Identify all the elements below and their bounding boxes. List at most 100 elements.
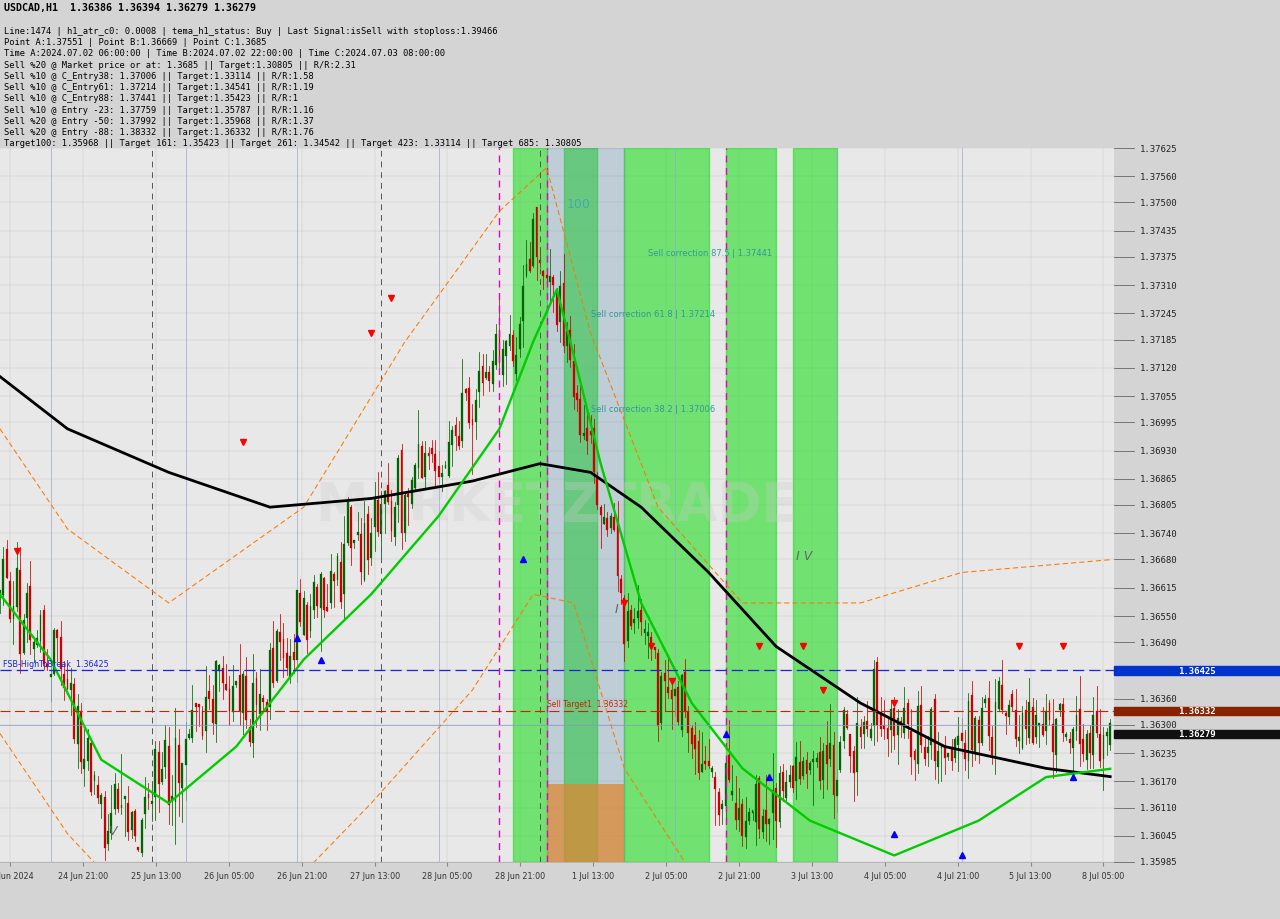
Bar bbox=[1038, 723, 1041, 727]
Bar bbox=[947, 754, 950, 756]
Bar bbox=[380, 505, 383, 535]
Text: 1.36740: 1.36740 bbox=[1140, 529, 1178, 539]
Bar bbox=[256, 678, 257, 706]
Text: 1.36235: 1.36235 bbox=[1140, 749, 1178, 758]
Bar bbox=[513, 149, 547, 862]
Bar bbox=[559, 287, 561, 323]
Bar bbox=[44, 610, 45, 664]
Bar bbox=[349, 507, 352, 548]
Bar bbox=[731, 791, 733, 795]
Bar bbox=[721, 804, 723, 809]
Bar bbox=[644, 630, 645, 633]
Bar bbox=[916, 706, 919, 764]
Text: 1.37120: 1.37120 bbox=[1140, 364, 1178, 373]
Bar bbox=[56, 630, 59, 639]
Bar bbox=[518, 324, 521, 349]
Bar bbox=[701, 765, 703, 772]
Bar bbox=[300, 593, 301, 623]
Bar bbox=[458, 437, 460, 447]
Bar bbox=[867, 721, 868, 730]
Bar bbox=[809, 763, 810, 770]
Text: 1.36930: 1.36930 bbox=[1140, 447, 1178, 456]
Text: 1.37375: 1.37375 bbox=[1140, 253, 1178, 262]
Bar bbox=[906, 703, 909, 725]
Bar bbox=[684, 673, 686, 712]
Bar bbox=[1102, 735, 1105, 759]
Bar bbox=[198, 704, 200, 708]
Bar bbox=[502, 349, 504, 376]
Bar bbox=[627, 611, 628, 641]
Bar bbox=[1001, 685, 1004, 710]
Bar bbox=[182, 764, 183, 789]
Bar bbox=[236, 682, 237, 685]
Bar bbox=[378, 500, 379, 532]
Bar bbox=[634, 619, 635, 623]
Bar bbox=[97, 786, 99, 799]
Bar bbox=[384, 492, 385, 505]
Bar bbox=[553, 278, 554, 286]
Text: 1.37500: 1.37500 bbox=[1140, 199, 1178, 208]
Bar bbox=[46, 664, 49, 667]
Bar bbox=[637, 612, 639, 618]
Bar bbox=[846, 714, 847, 728]
Bar bbox=[607, 518, 608, 530]
Bar bbox=[749, 812, 750, 822]
Bar bbox=[283, 640, 284, 659]
Bar bbox=[549, 277, 550, 283]
Bar bbox=[81, 711, 82, 763]
Text: I: I bbox=[614, 602, 618, 615]
Bar bbox=[991, 737, 993, 755]
Bar bbox=[259, 695, 261, 715]
Text: 1.37560: 1.37560 bbox=[1140, 173, 1178, 182]
Bar bbox=[741, 804, 744, 836]
Bar bbox=[498, 331, 500, 363]
Bar bbox=[657, 652, 659, 726]
Bar bbox=[566, 332, 568, 346]
Bar bbox=[273, 649, 274, 683]
Bar bbox=[728, 755, 730, 780]
Bar bbox=[333, 574, 335, 581]
Text: 1.37055: 1.37055 bbox=[1140, 392, 1178, 402]
Bar bbox=[974, 718, 977, 754]
Text: 1.35985: 1.35985 bbox=[1140, 857, 1178, 867]
Text: 1.36615: 1.36615 bbox=[1140, 584, 1178, 593]
Bar bbox=[465, 390, 467, 393]
Text: 1.36805: 1.36805 bbox=[1140, 501, 1178, 510]
Bar bbox=[887, 728, 888, 739]
Bar bbox=[708, 761, 709, 766]
Bar bbox=[914, 752, 915, 760]
Bar bbox=[768, 819, 771, 824]
Bar bbox=[910, 732, 913, 757]
Bar bbox=[360, 535, 362, 572]
Bar bbox=[6, 550, 8, 579]
Text: 1.36425: 1.36425 bbox=[1178, 666, 1216, 675]
Bar bbox=[694, 735, 696, 749]
Bar bbox=[219, 665, 220, 671]
Bar bbox=[232, 686, 234, 712]
Bar bbox=[137, 847, 140, 850]
Bar bbox=[77, 707, 78, 743]
Bar bbox=[201, 711, 204, 736]
Bar bbox=[654, 647, 655, 651]
Text: Sell correction 87.5 | 1.37441: Sell correction 87.5 | 1.37441 bbox=[648, 248, 772, 257]
Bar bbox=[131, 812, 133, 830]
Bar bbox=[475, 401, 476, 423]
Bar bbox=[526, 265, 527, 277]
Bar bbox=[495, 335, 497, 366]
Bar bbox=[691, 728, 692, 744]
Bar bbox=[67, 679, 68, 689]
Bar bbox=[444, 465, 447, 469]
Bar bbox=[337, 556, 338, 580]
Bar bbox=[404, 495, 406, 533]
Text: I V: I V bbox=[796, 550, 813, 562]
Bar bbox=[485, 373, 486, 379]
Bar bbox=[229, 689, 230, 711]
Text: 1.36680: 1.36680 bbox=[1140, 555, 1178, 564]
Bar bbox=[387, 485, 389, 502]
Bar bbox=[461, 394, 463, 442]
Bar bbox=[572, 361, 575, 398]
Bar bbox=[50, 674, 51, 677]
Bar bbox=[998, 681, 1000, 709]
Text: 1.37185: 1.37185 bbox=[1140, 335, 1178, 345]
Bar bbox=[118, 789, 119, 809]
